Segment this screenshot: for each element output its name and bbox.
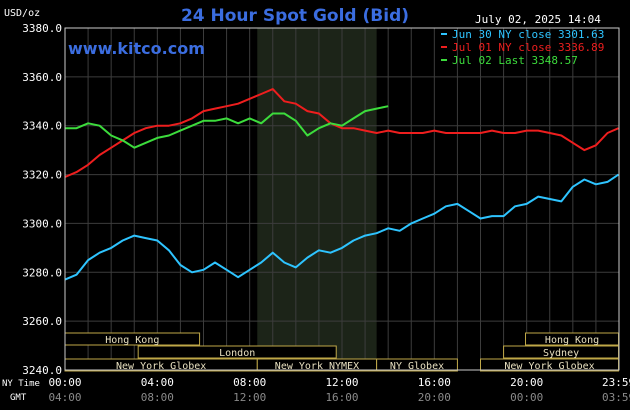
- y-tick-label: 3320.0: [22, 169, 62, 182]
- x-tick-label-gmt: 04:00: [48, 391, 81, 404]
- date-time-label: July 02, 2025 14:04: [475, 13, 601, 26]
- x-tick-label-ny: 04:00: [141, 376, 174, 389]
- session-label: Hong Kong: [105, 335, 159, 346]
- x-tick-label-gmt: 16:00: [325, 391, 358, 404]
- series-line: [64, 88, 619, 178]
- trading-session-bars: Hong Kong London New York Globex New York N…: [64, 332, 620, 372]
- x-axis-ticks: 00:00 04:00 04:00 08:00 08:00 12:00 12:00 16:00…: [48, 376, 630, 404]
- y-tick-label: 3360.0: [22, 71, 62, 84]
- x-tick-label-ny: 20:00: [510, 376, 543, 389]
- x-tick-label-ny: 12:00: [325, 376, 358, 389]
- y-tick-label: 3340.0: [22, 120, 62, 133]
- session-label: New York Globex: [504, 361, 594, 372]
- x-tick-label-ny: 00:00: [48, 376, 81, 389]
- legend-entry: Jul 01 NY close 3336.89: [452, 41, 604, 54]
- x-tick-label-ny: 23:59: [602, 376, 630, 389]
- legend-entry: Jun 30 NY close 3301.63: [452, 28, 604, 41]
- y-tick-label: 3240.0: [22, 364, 62, 377]
- nymex-session-shade: [257, 28, 377, 370]
- plot-frame: [64, 27, 620, 371]
- y-tick-label: 3260.0: [22, 315, 62, 328]
- session-label: New York NYMEX: [275, 361, 359, 372]
- y-axis-unit-label: USD/oz: [4, 8, 40, 19]
- session-label: NY Globex: [390, 361, 444, 372]
- x-axis-gmt-label: GMT: [10, 393, 27, 403]
- x-axis-ny-time-label: NY Time: [2, 379, 40, 389]
- x-tick-label-gmt: 00:00: [510, 391, 543, 404]
- price-series-lines: [64, 88, 620, 281]
- session-bar: [137, 345, 337, 359]
- legend-entry: Jul 02 Last 3348.57: [452, 54, 578, 67]
- x-tick-label-gmt: 20:00: [418, 391, 451, 404]
- session-label: New York Globex: [116, 361, 206, 372]
- x-tick-label-ny: 08:00: [233, 376, 266, 389]
- y-tick-label: 3280.0: [22, 266, 62, 279]
- session-label: Hong Kong: [545, 335, 599, 346]
- kitco-watermark: www.kitco.com: [68, 39, 205, 58]
- chart-title: 24 Hour Spot Gold (Bid): [181, 6, 409, 26]
- y-axis-ticks: 3380.0 3360.0 3340.0 3320.0 3300.0 3280.0 3260…: [22, 22, 62, 377]
- x-tick-label-gmt: 12:00: [233, 391, 266, 404]
- y-tick-label: 3300.0: [22, 217, 62, 230]
- x-tick-label-ny: 16:00: [418, 376, 451, 389]
- series-line: [65, 105, 389, 149]
- session-label: London: [219, 348, 255, 359]
- x-tick-label-gmt: 08:00: [141, 391, 174, 404]
- x-tick-label-gmt: 03:59: [602, 391, 630, 404]
- session-label: Sydney: [543, 348, 579, 359]
- y-tick-label: 3380.0: [22, 22, 62, 35]
- session-bar: [376, 358, 458, 372]
- series-line: [64, 173, 620, 281]
